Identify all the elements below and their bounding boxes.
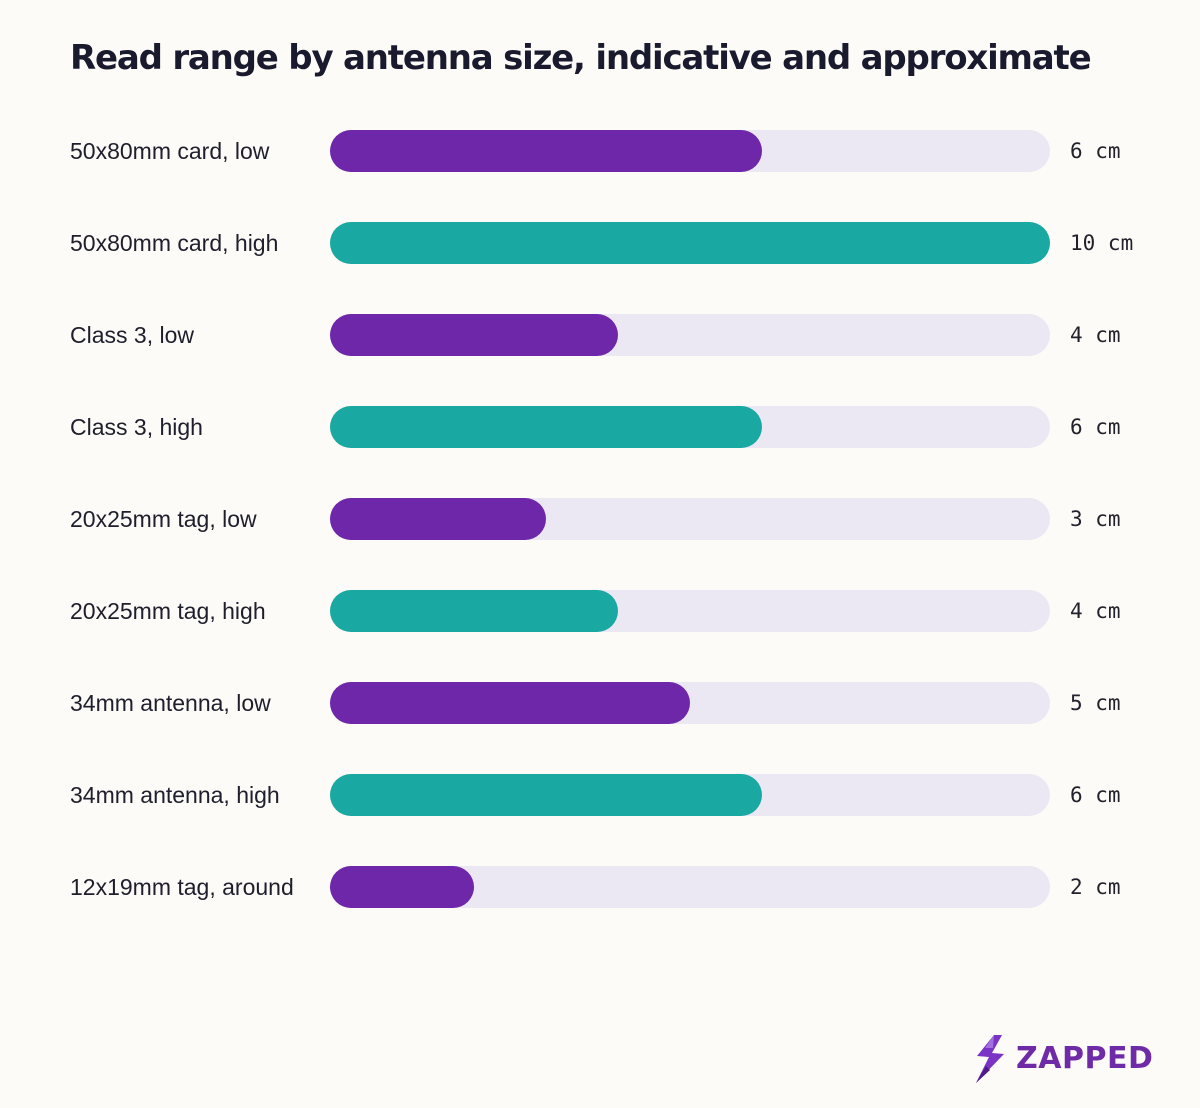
bar-low xyxy=(330,498,546,540)
brand-name: ZAPPED xyxy=(1016,1041,1154,1076)
bar-row: 34mm antenna, high 6 cm xyxy=(70,774,1121,816)
brand-logo: ZAPPED xyxy=(972,1034,1153,1084)
value-label: 6 cm xyxy=(1070,415,1121,439)
value-label: 4 cm xyxy=(1070,323,1121,347)
category-label: 20x25mm tag, high xyxy=(70,598,266,624)
bar-low xyxy=(330,682,690,724)
bar-high xyxy=(330,590,618,632)
bar-row: Class 3, high 6 cm xyxy=(70,406,1121,448)
bar-low xyxy=(330,130,762,172)
value-label: 10 cm xyxy=(1070,231,1133,255)
bar-row: 20x25mm tag, low 3 cm xyxy=(70,498,1121,540)
category-label: 50x80mm card, high xyxy=(70,230,278,256)
chart-title: Read range by antenna size, indicative a… xyxy=(70,38,1092,78)
lightning-bolt-icon xyxy=(976,1035,1004,1083)
bar-high xyxy=(330,406,762,448)
category-label: 34mm antenna, low xyxy=(70,690,271,716)
bar-row: 20x25mm tag, high 4 cm xyxy=(70,590,1121,632)
bar-track xyxy=(330,866,1050,908)
bar-low xyxy=(330,314,618,356)
category-label: 20x25mm tag, low xyxy=(70,506,257,532)
bar-row: 50x80mm card, high 10 cm xyxy=(70,222,1133,264)
value-label: 6 cm xyxy=(1070,783,1121,807)
bar-row: Class 3, low 4 cm xyxy=(70,314,1121,356)
category-label: 50x80mm card, low xyxy=(70,138,270,164)
category-label: 12x19mm tag, around xyxy=(70,874,294,900)
bar-low xyxy=(330,866,474,908)
value-label: 6 cm xyxy=(1070,139,1121,163)
bar-chart: 50x80mm card, low 6 cm 50x80mm card, high 1… xyxy=(70,130,1133,908)
bar-high xyxy=(330,222,1050,264)
category-label: Class 3, low xyxy=(70,322,194,348)
category-label: Class 3, high xyxy=(70,414,203,440)
value-label: 2 cm xyxy=(1070,875,1121,899)
value-label: 3 cm xyxy=(1070,507,1121,531)
bar-row: 12x19mm tag, around 2 cm xyxy=(70,866,1121,908)
bar-row: 34mm antenna, low 5 cm xyxy=(70,682,1121,724)
bar-row: 50x80mm card, low 6 cm xyxy=(70,130,1121,172)
value-label: 4 cm xyxy=(1070,599,1121,623)
bar-high xyxy=(330,774,762,816)
category-label: 34mm antenna, high xyxy=(70,782,280,808)
value-label: 5 cm xyxy=(1070,691,1121,715)
